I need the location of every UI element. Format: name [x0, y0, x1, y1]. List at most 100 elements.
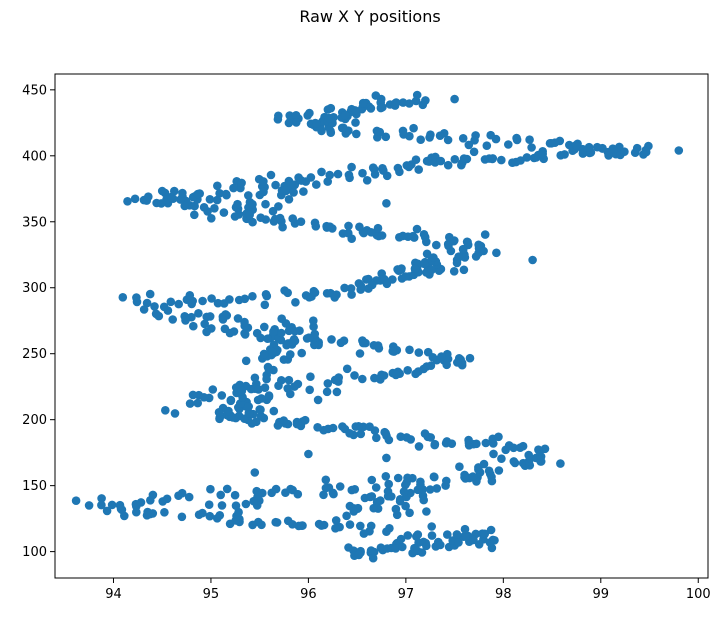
- data-point: [422, 249, 432, 259]
- y-tick-label: 250: [22, 347, 47, 362]
- data-point: [674, 146, 684, 155]
- data-point: [256, 405, 265, 415]
- data-point: [259, 349, 269, 359]
- data-point: [260, 383, 270, 393]
- data-point: [154, 311, 164, 321]
- data-point: [509, 457, 519, 466]
- data-point: [198, 296, 207, 306]
- data-point: [207, 214, 216, 223]
- data-point: [461, 532, 470, 541]
- y-tick-label: 150: [22, 479, 47, 494]
- data-point: [373, 133, 382, 142]
- data-point: [426, 361, 436, 371]
- data-point: [460, 524, 470, 534]
- data-point: [284, 118, 294, 128]
- data-point: [240, 317, 249, 327]
- chart-title: Raw X Y positions: [299, 7, 440, 26]
- data-point: [492, 248, 501, 258]
- data-point: [474, 240, 483, 250]
- data-point: [185, 399, 195, 408]
- data-point: [454, 538, 463, 547]
- data-point: [512, 133, 521, 143]
- data-point: [359, 529, 369, 538]
- data-point: [459, 265, 469, 275]
- data-point: [313, 395, 323, 405]
- data-point: [358, 374, 367, 384]
- data-point: [347, 290, 356, 299]
- data-point: [168, 315, 177, 324]
- data-point: [396, 432, 406, 442]
- data-point: [252, 328, 262, 338]
- data-point: [608, 144, 618, 153]
- data-point: [264, 364, 274, 374]
- data-point: [312, 119, 321, 128]
- data-point: [194, 309, 203, 318]
- data-point: [184, 492, 194, 502]
- data-point: [160, 508, 169, 517]
- data-point: [443, 160, 453, 170]
- data-point: [349, 507, 359, 516]
- data-point: [248, 520, 257, 530]
- data-point: [494, 466, 504, 475]
- data-point: [368, 163, 378, 172]
- data-point: [241, 499, 251, 509]
- data-point: [430, 440, 440, 450]
- data-point: [222, 484, 232, 494]
- data-point: [219, 208, 229, 217]
- data-point: [84, 501, 94, 510]
- data-point: [395, 496, 405, 506]
- data-point: [458, 244, 468, 254]
- data-point: [274, 381, 283, 391]
- data-point: [358, 98, 368, 108]
- data-point: [565, 140, 574, 150]
- data-point: [497, 155, 506, 165]
- data-point: [321, 483, 331, 493]
- data-point: [297, 521, 307, 530]
- data-point: [324, 113, 334, 123]
- data-point: [289, 180, 299, 189]
- data-point: [391, 370, 401, 380]
- data-point: [272, 518, 282, 527]
- data-point: [419, 230, 429, 239]
- data-point: [97, 494, 106, 503]
- y-tick-label: 300: [22, 281, 47, 296]
- data-point: [630, 148, 640, 157]
- data-point: [411, 155, 421, 164]
- data-point: [556, 459, 565, 468]
- data-point: [437, 352, 446, 361]
- data-point: [399, 487, 409, 496]
- data-point: [305, 385, 315, 395]
- data-point: [409, 123, 418, 133]
- data-point: [358, 336, 367, 345]
- data-point: [293, 489, 303, 499]
- data-point: [488, 154, 498, 163]
- data-point: [241, 356, 251, 366]
- data-point: [193, 398, 202, 408]
- data-point: [161, 406, 170, 415]
- data-point: [426, 130, 435, 139]
- data-point: [460, 472, 469, 482]
- data-point: [366, 228, 376, 237]
- data-point: [244, 408, 254, 418]
- data-point: [178, 188, 187, 198]
- data-point: [354, 550, 364, 560]
- data-point: [271, 484, 281, 494]
- data-point: [297, 348, 307, 358]
- data-point: [443, 530, 452, 539]
- data-point: [240, 294, 250, 304]
- data-point: [365, 422, 374, 432]
- data-point: [325, 222, 335, 231]
- data-point: [457, 160, 466, 170]
- data-point: [199, 203, 209, 212]
- data-point: [286, 350, 295, 359]
- data-point: [391, 504, 401, 514]
- data-point: [226, 396, 236, 406]
- data-point: [410, 264, 420, 273]
- data-point: [311, 222, 321, 231]
- data-point: [230, 490, 240, 500]
- data-point: [244, 402, 253, 411]
- data-point: [233, 314, 243, 323]
- data-point: [336, 338, 346, 348]
- data-point: [604, 151, 613, 160]
